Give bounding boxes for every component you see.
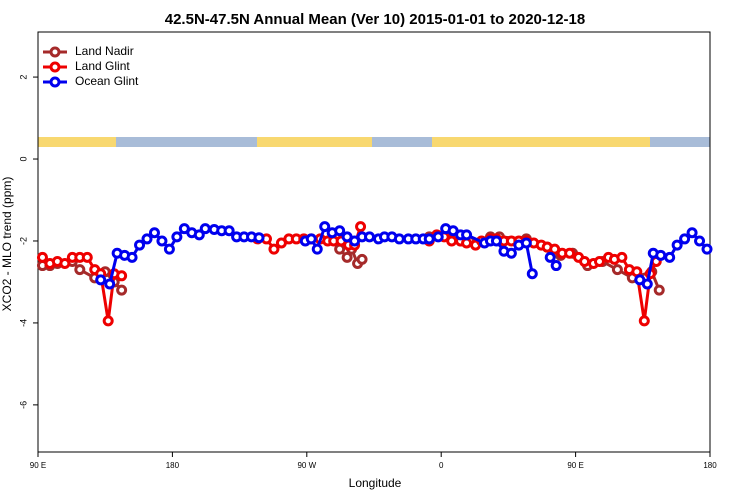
data-point xyxy=(564,247,576,259)
data-point xyxy=(116,284,128,296)
data-point xyxy=(679,233,691,245)
data-point xyxy=(544,251,556,263)
series-line xyxy=(639,230,709,287)
y-tick-label: 2 xyxy=(18,75,28,80)
x-tick-label: 90 E xyxy=(30,461,46,470)
data-point xyxy=(311,243,323,255)
data-point xyxy=(393,233,405,245)
data-point xyxy=(423,233,435,245)
y-tick-label: -2 xyxy=(18,237,28,245)
data-point xyxy=(81,251,93,263)
legend-marker xyxy=(49,76,61,88)
data-point xyxy=(701,243,713,255)
data-point xyxy=(461,229,473,241)
data-point xyxy=(593,255,605,267)
data-point xyxy=(134,239,146,251)
legend-label: Land Nadir xyxy=(75,44,134,58)
x-tick-label: 180 xyxy=(703,461,717,470)
data-point xyxy=(579,255,591,267)
legend-marker xyxy=(49,46,61,58)
data-point xyxy=(319,221,331,233)
data-point xyxy=(102,315,114,327)
data-point xyxy=(490,235,502,247)
data-point xyxy=(694,235,706,247)
data-point xyxy=(432,231,444,243)
legend-marker xyxy=(49,61,61,73)
data-point xyxy=(616,251,628,263)
data-point xyxy=(671,239,683,251)
x-axis-label: Longitude xyxy=(349,476,402,490)
data-point xyxy=(104,278,116,290)
data-point xyxy=(341,251,353,263)
x-tick-label: 90 E xyxy=(567,461,583,470)
data-point xyxy=(334,225,346,237)
data-point xyxy=(334,243,346,255)
data-point xyxy=(74,264,86,276)
data-point xyxy=(356,253,368,265)
data-point xyxy=(268,243,280,255)
x-tick-label: 0 xyxy=(439,461,444,470)
x-tick-label: 180 xyxy=(166,461,180,470)
data-point xyxy=(664,251,676,263)
data-point xyxy=(641,278,653,290)
data-point xyxy=(171,231,183,243)
data-point xyxy=(686,227,698,239)
plot-frame xyxy=(37,31,711,453)
y-tick-label: -4 xyxy=(18,319,28,327)
data-point xyxy=(95,274,107,286)
data-point xyxy=(163,243,175,255)
data-point xyxy=(253,232,265,244)
data-point xyxy=(446,235,458,247)
data-point xyxy=(36,251,48,263)
data-point xyxy=(520,237,532,249)
data-point xyxy=(638,315,650,327)
data-point xyxy=(199,223,211,235)
data-point xyxy=(141,233,153,245)
legend-label: Ocean Glint xyxy=(75,74,139,88)
legend-label: Land Glint xyxy=(75,59,130,73)
data-point xyxy=(611,264,623,276)
data-point xyxy=(156,235,168,247)
x-tick-label: 90 W xyxy=(297,461,316,470)
y-tick-label: 0 xyxy=(18,157,28,162)
land-ocean-strip xyxy=(38,137,710,147)
data-point xyxy=(148,227,160,239)
data-point xyxy=(305,233,317,245)
data-point xyxy=(550,260,562,272)
data-point xyxy=(126,251,138,263)
data-point xyxy=(505,247,517,259)
data-point xyxy=(655,249,667,261)
data-point xyxy=(526,268,538,280)
y-tick-label: -6 xyxy=(18,401,28,409)
data-point xyxy=(116,270,128,282)
data-point xyxy=(193,229,205,241)
y-axis-label: XCO2 - MLO trend (ppm) xyxy=(0,177,14,312)
chart-title: 42.5N-47.5N Annual Mean (Ver 10) 2015-01… xyxy=(165,11,585,28)
data-point xyxy=(364,231,376,243)
data-point xyxy=(223,225,235,237)
data-point xyxy=(653,284,665,296)
data-point xyxy=(59,258,71,270)
data-point xyxy=(355,221,367,233)
